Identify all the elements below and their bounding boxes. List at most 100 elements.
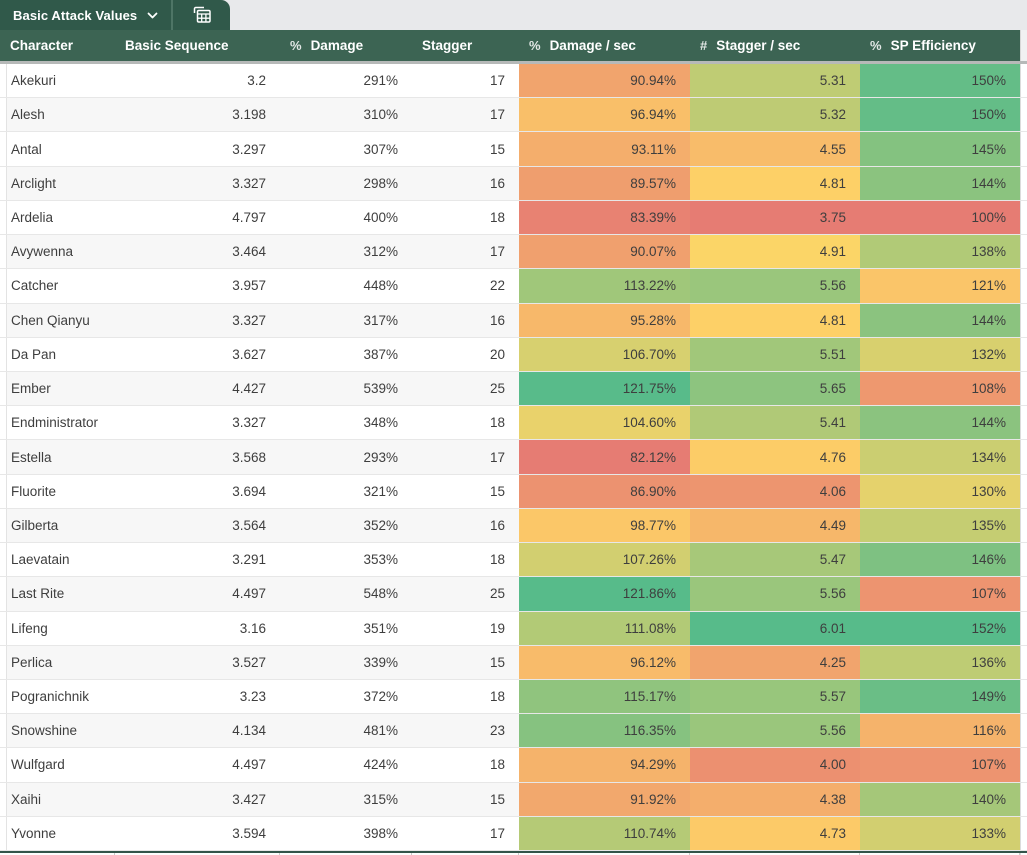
cell-stagger[interactable]: 15	[489, 483, 505, 499]
cell-sp-efficiency[interactable]: 108%	[860, 371, 1020, 406]
cell-damage-sec[interactable]: 83.39%	[519, 200, 690, 235]
cell-damage[interactable]: 312%	[280, 235, 412, 269]
cell-damage[interactable]: 548%	[280, 577, 412, 611]
cell-sp-efficiency[interactable]: 100%	[860, 200, 1020, 235]
cell-character[interactable]: Antal	[11, 141, 42, 157]
cell-damage[interactable]: 291%	[363, 73, 398, 89]
cell-stagger-sec[interactable]: 4.25	[690, 645, 860, 679]
cell-character[interactable]: Gilberta	[7, 508, 115, 543]
cell-damage-sec[interactable]: 89.57%	[519, 166, 690, 200]
cell-damage[interactable]: 539%	[280, 371, 412, 406]
cell-character[interactable]: Catcher	[11, 278, 59, 294]
cell-stagger[interactable]: 19	[489, 620, 505, 636]
cell-stagger-sec[interactable]: 4.73	[690, 816, 860, 851]
cell-basic-sequence[interactable]: 3.464	[115, 235, 280, 269]
cell-sp-efficiency[interactable]: 145%	[860, 132, 1020, 166]
cell-basic-sequence[interactable]: 3.527	[115, 645, 280, 679]
cell-basic-sequence[interactable]: 3.16	[239, 620, 266, 636]
cell-stagger[interactable]: 22	[489, 278, 505, 294]
cell-stagger[interactable]: 20	[489, 346, 505, 362]
cell-damage-sec[interactable]: 115.17%	[519, 679, 690, 714]
cell-stagger-sec[interactable]: 4.49	[690, 508, 860, 543]
cell-stagger-sec[interactable]: 4.81	[690, 303, 860, 337]
cell-stagger-sec[interactable]: 5.56	[690, 577, 860, 611]
cell-character[interactable]: Alesh	[7, 98, 115, 132]
cell-stagger[interactable]: 23	[412, 714, 519, 748]
cell-stagger-sec[interactable]: 4.81	[690, 166, 860, 200]
cell-damage[interactable]: 424%	[363, 757, 398, 773]
cell-stagger[interactable]: 15	[412, 645, 519, 679]
cell-stagger-sec[interactable]: 5.65	[690, 371, 860, 406]
cell-stagger-sec[interactable]: 4.00	[690, 748, 860, 782]
cell-stagger[interactable]: 15	[489, 141, 505, 157]
cell-damage-sec[interactable]: 107.26%	[519, 543, 690, 577]
cell-stagger[interactable]: 18	[489, 209, 505, 225]
cell-stagger-sec[interactable]: 5.31	[690, 64, 860, 98]
cell-stagger-sec[interactable]: 5.51	[690, 337, 860, 371]
cell-damage-sec[interactable]: 96.94%	[519, 98, 690, 132]
cell-damage[interactable]: 315%	[280, 782, 412, 816]
cell-damage-sec[interactable]: 110.74%	[519, 816, 690, 851]
cell-basic-sequence[interactable]: 4.497	[115, 577, 280, 611]
cell-sp-efficiency[interactable]: 150%	[860, 98, 1020, 132]
cell-character[interactable]: Yvonne	[11, 825, 57, 841]
cell-basic-sequence[interactable]: 3.594	[232, 825, 266, 841]
cell-damage-sec[interactable]: 94.29%	[519, 748, 690, 782]
cell-stagger-sec[interactable]: 4.55	[690, 132, 860, 166]
column-header-damage[interactable]: % Damage	[280, 30, 412, 61]
cell-damage[interactable]: 293%	[280, 440, 412, 474]
cell-sp-efficiency[interactable]: 144%	[860, 166, 1020, 200]
cell-sp-efficiency[interactable]: 107%	[860, 577, 1020, 611]
cell-damage-sec[interactable]: 116.35%	[519, 714, 690, 748]
column-header-character[interactable]: Character	[0, 30, 115, 61]
cell-sp-efficiency[interactable]: 133%	[860, 816, 1020, 851]
cell-damage[interactable]: 317%	[280, 303, 412, 337]
cell-basic-sequence[interactable]: 3.297	[232, 141, 266, 157]
cell-stagger-sec[interactable]: 5.56	[690, 714, 860, 748]
cell-stagger[interactable]: 17	[489, 73, 505, 89]
cell-sp-efficiency[interactable]: 149%	[860, 679, 1020, 714]
cell-damage-sec[interactable]: 113.22%	[519, 269, 690, 303]
cell-basic-sequence[interactable]: 3.694	[232, 483, 266, 499]
cell-basic-sequence[interactable]: 4.134	[115, 714, 280, 748]
cell-stagger-sec[interactable]: 5.56	[690, 269, 860, 303]
cell-stagger-sec[interactable]: 5.47	[690, 543, 860, 577]
cell-damage-sec[interactable]: 98.77%	[519, 508, 690, 543]
cell-sp-efficiency[interactable]: 130%	[860, 474, 1020, 508]
cell-sp-efficiency[interactable]: 107%	[860, 748, 1020, 782]
cell-damage-sec[interactable]: 121.86%	[519, 577, 690, 611]
cell-stagger[interactable]: 16	[412, 166, 519, 200]
cell-damage-sec[interactable]: 82.12%	[519, 440, 690, 474]
cell-basic-sequence[interactable]: 3.23	[239, 689, 266, 705]
column-header-sp-efficiency[interactable]: % SP Efficiency	[860, 30, 1020, 61]
cell-character[interactable]: Xaihi	[7, 782, 115, 816]
cell-sp-efficiency[interactable]: 150%	[860, 64, 1020, 98]
column-header-damage-sec[interactable]: % Damage / sec	[519, 30, 690, 61]
cell-damage-sec[interactable]: 111.08%	[519, 611, 690, 645]
sheet-picker-tab[interactable]	[173, 0, 231, 30]
sheet-tab-basic-attack-values[interactable]: Basic Attack Values	[0, 0, 172, 30]
cell-stagger-sec[interactable]: 4.38	[690, 782, 860, 816]
cell-damage-sec[interactable]: 86.90%	[519, 474, 690, 508]
cell-stagger-sec[interactable]: 6.01	[690, 611, 860, 645]
cell-damage[interactable]: 400%	[363, 209, 398, 225]
cell-basic-sequence[interactable]: 3.327	[115, 303, 280, 337]
cell-stagger[interactable]: 25	[412, 371, 519, 406]
cell-basic-sequence[interactable]: 4.427	[115, 371, 280, 406]
cell-damage[interactable]: 348%	[363, 415, 398, 431]
cell-character[interactable]: Ardelia	[11, 209, 54, 225]
cell-basic-sequence[interactable]: 3.957	[232, 278, 266, 294]
cell-damage[interactable]: 339%	[280, 645, 412, 679]
cell-basic-sequence[interactable]: 3.198	[115, 98, 280, 132]
cell-basic-sequence[interactable]: 4.797	[232, 209, 266, 225]
cell-sp-efficiency[interactable]: 136%	[860, 645, 1020, 679]
cell-damage-sec[interactable]: 90.94%	[519, 64, 690, 98]
cell-damage[interactable]: 372%	[363, 689, 398, 705]
cell-sp-efficiency[interactable]: 138%	[860, 235, 1020, 269]
cell-sp-efficiency[interactable]: 144%	[860, 303, 1020, 337]
cell-character[interactable]: Endministrator	[11, 415, 99, 431]
cell-sp-efficiency[interactable]: 144%	[860, 406, 1020, 440]
cell-damage-sec[interactable]: 90.07%	[519, 235, 690, 269]
cell-damage[interactable]: 298%	[280, 166, 412, 200]
cell-character[interactable]: Wulfgard	[11, 757, 65, 773]
